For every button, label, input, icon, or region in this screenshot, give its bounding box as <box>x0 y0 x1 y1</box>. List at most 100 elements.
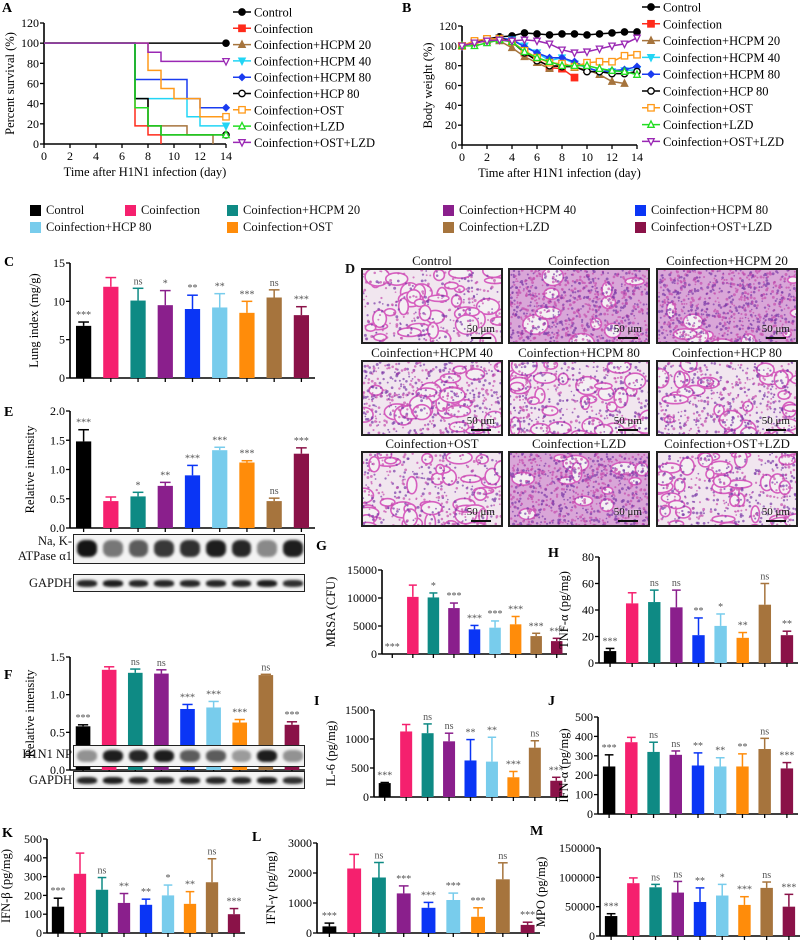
legend-swatch <box>443 222 454 233</box>
data-point <box>545 40 554 50</box>
bar <box>736 637 749 663</box>
y-tick-label: 100 <box>575 788 593 802</box>
blot-band <box>154 749 175 763</box>
bar <box>117 902 131 933</box>
x-tick-label: 0 <box>41 149 47 163</box>
legend-label: Coinfection+HCP 80 <box>663 85 769 99</box>
significance-label: *** <box>227 897 242 908</box>
significance-label: ns <box>157 658 166 669</box>
bar-group <box>347 853 362 937</box>
y-axis-label: IFN-β (pg/mg) <box>0 849 13 923</box>
bar <box>239 462 255 528</box>
data-point <box>237 139 247 148</box>
significance-label: * <box>431 581 436 592</box>
panel-letter-J: J <box>548 694 555 709</box>
significance-label: *** <box>76 418 91 429</box>
y-tick-label: 1.5 <box>50 650 65 664</box>
survival-chart: A 0 20 40 60 80 100 120 0 2 4 6 8 10 12 14 Time after H1… <box>2 1 375 179</box>
y-tick-label: 0 <box>363 790 369 804</box>
legend-label: Coinfection <box>141 203 201 217</box>
significance-label: * <box>136 480 141 491</box>
y-tick-label: 60 <box>27 77 39 91</box>
legend-label: Coinfection+HCPM 20 <box>663 34 780 48</box>
survival-line <box>44 42 226 118</box>
significance-label: ** <box>160 470 170 481</box>
significance-label: *** <box>51 886 66 897</box>
blot-band <box>154 540 175 557</box>
significance-label: ns <box>270 278 279 289</box>
histology-title: Coinfection+HCP 80 <box>672 345 782 360</box>
significance-label: ns <box>651 872 660 883</box>
panel-letter-A: A <box>2 1 13 16</box>
bar-group: *** <box>446 591 461 658</box>
x-tick-label: 10 <box>168 149 180 163</box>
x-tick-label: 12 <box>606 150 618 164</box>
significance-label: ns <box>423 712 432 723</box>
blot-band <box>128 777 149 784</box>
bar <box>443 741 456 797</box>
blot-band <box>205 777 226 784</box>
scale-bar <box>618 520 638 522</box>
blot-band <box>180 580 200 587</box>
blot-band <box>102 777 123 784</box>
significance-label: ** <box>487 725 497 736</box>
y-axis-label: IL-6 (pg/mg) <box>324 721 338 787</box>
legend-swatch <box>125 205 136 216</box>
legend-item: Coinfection <box>125 203 200 218</box>
bar-group <box>103 496 119 532</box>
bar-group: ** <box>139 887 153 937</box>
data-point <box>520 46 529 56</box>
y-tick-label: 40 <box>445 98 457 112</box>
significance-label: *** <box>549 765 564 776</box>
bar <box>471 916 485 933</box>
y-tick-label: 15 <box>53 256 65 270</box>
bar-group: *** <box>377 771 392 801</box>
bar-group: ** <box>692 606 705 667</box>
data-point <box>221 129 231 139</box>
bar <box>648 602 661 663</box>
bar-group: *** <box>75 310 92 382</box>
data-point <box>570 73 579 82</box>
bar-group: ** <box>693 876 707 940</box>
bar <box>758 749 771 814</box>
blot-band <box>205 749 226 763</box>
data-point <box>495 36 504 46</box>
bar-group: *** <box>75 418 92 532</box>
significance-label: ns <box>270 486 279 497</box>
data-point <box>607 76 617 85</box>
legend-label: Control <box>254 6 293 20</box>
data-point <box>608 29 616 37</box>
data-point <box>632 69 642 78</box>
legend-label: Coinfection+HCPM 40 <box>254 54 371 68</box>
y-tick-label: 1000 <box>288 896 312 910</box>
data-point <box>237 39 247 48</box>
significance-label: *** <box>549 626 564 637</box>
bar <box>161 895 175 933</box>
data-point <box>608 57 616 66</box>
scale-bar <box>618 429 638 431</box>
significance-label: * <box>163 279 168 290</box>
data-point <box>222 112 230 121</box>
bar <box>602 766 616 814</box>
bar <box>103 286 119 378</box>
blot-band <box>283 540 303 557</box>
legend-item: Coinfection+OST+LZD <box>635 220 772 235</box>
bar-group: ** <box>714 746 727 818</box>
blot-band <box>283 580 303 587</box>
blot-band <box>128 540 149 557</box>
tissue-texture <box>658 453 796 525</box>
blot-band <box>231 777 252 784</box>
scale-bar <box>471 520 491 522</box>
data-point <box>457 42 467 51</box>
bar <box>627 883 640 936</box>
tissue-texture <box>510 270 648 342</box>
significance-label: *** <box>488 609 503 620</box>
data-point <box>646 54 656 63</box>
significance-label: *** <box>232 708 247 719</box>
y-axis-label: Lung index (mg/g) <box>27 273 41 367</box>
y-tick-label: 1.0 <box>50 463 65 477</box>
y-axis-label: Relative intensity <box>23 669 37 758</box>
y-tick-label: 2000 <box>288 866 312 880</box>
